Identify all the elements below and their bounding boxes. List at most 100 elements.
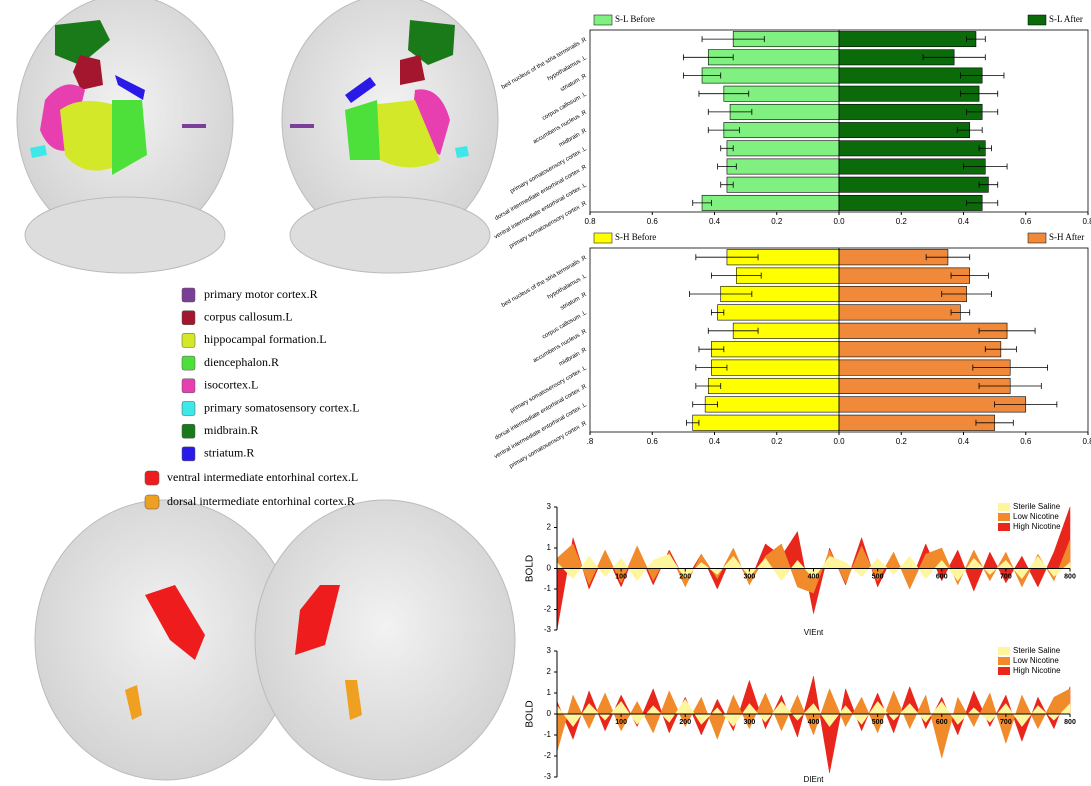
legend-swatch (998, 647, 1010, 655)
category-label: accumbens nucleus .R (532, 328, 588, 364)
x-tick-label: 0.6 (647, 217, 659, 226)
x-tick-label: 100 (615, 719, 627, 726)
legend-swatch (182, 402, 195, 416)
y-tick-label: -2 (544, 605, 552, 614)
x-tick-label: 0.0 (833, 437, 845, 446)
y-tick-label: 2 (547, 667, 552, 676)
x-tick-label: 400 (808, 719, 820, 726)
x-tick-label: 800 (1064, 719, 1076, 726)
x-tick-label: 0.4 (709, 437, 721, 446)
x-axis-label: DIEnt (803, 775, 824, 784)
x-tick-label: 100 (615, 573, 627, 580)
y-tick-label: -2 (544, 751, 552, 760)
bar (711, 360, 839, 375)
y-tick-label: 3 (547, 502, 552, 511)
x-tick-label: 700 (1000, 719, 1012, 726)
y-axis-label: BOLD (525, 555, 536, 582)
x-tick-label: 400 (808, 573, 820, 580)
brain-bottom-right (255, 500, 515, 780)
legend-label: diencephalon.R (204, 355, 279, 369)
x-axis-label: VIEnt (804, 628, 824, 637)
legend-label: Sterile Saline (1013, 646, 1061, 655)
legend-label: S-H Before (615, 232, 656, 242)
x-tick-label: 500 (872, 719, 884, 726)
category-label: accumbens nucleus .R (532, 109, 588, 145)
bar (727, 141, 839, 156)
x-tick-label: 300 (744, 573, 756, 580)
x-tick-label: 0.6 (647, 437, 659, 446)
legend-swatch (182, 311, 195, 325)
legend-swatch (594, 15, 612, 25)
legend-swatch (182, 424, 195, 438)
legend-swatch (145, 495, 159, 509)
x-tick-label: 0.6 (1020, 217, 1032, 226)
legend-swatch (145, 471, 159, 485)
bar (839, 86, 979, 101)
legend-swatch (998, 513, 1010, 521)
x-tick-label: 0.2 (771, 437, 783, 446)
bar (727, 159, 839, 174)
bar (708, 378, 839, 393)
legend-label: High Nicotine (1013, 522, 1061, 531)
legend-label: S-H After (1049, 232, 1084, 242)
legend-label: Low Nicotine (1013, 656, 1059, 665)
bar (693, 415, 839, 430)
legend-swatch (998, 657, 1010, 665)
category-label: striatum .R (560, 73, 589, 93)
legend-label: striatum.R (204, 446, 254, 460)
bar (839, 268, 970, 283)
legend-label: S-L After (1049, 14, 1083, 24)
legend-swatch (594, 233, 612, 243)
brain-top-left (17, 0, 233, 273)
x-tick-label: 0.2 (896, 217, 908, 226)
bar (839, 341, 1001, 356)
y-tick-label: 0 (547, 709, 552, 718)
legend-label: primary somatosensory cortex.L (204, 400, 360, 414)
x-tick-label: 600 (936, 573, 948, 580)
legend-label: Low Nicotine (1013, 512, 1059, 521)
category-label: midbrain .R (558, 347, 588, 368)
legend-label: midbrain.R (204, 423, 258, 437)
category-label: striatum .R (560, 292, 589, 312)
legend-label: dorsal intermediate entorhinal cortex.R (167, 494, 355, 508)
legend-swatch (182, 333, 195, 347)
bar (702, 195, 839, 210)
x-tick-label: 200 (679, 573, 691, 580)
x-tick-label: 0.4 (958, 437, 970, 446)
bar (839, 31, 976, 46)
y-tick-label: 1 (547, 543, 552, 552)
legend-label: S-L Before (615, 14, 655, 24)
x-tick-label: 0.8 (1082, 437, 1091, 446)
legend-swatch (182, 379, 195, 393)
legend-swatch (182, 356, 195, 370)
x-tick-label: .8 (587, 437, 594, 446)
bar (718, 305, 839, 320)
x-tick-label: 500 (872, 573, 884, 580)
legend-label: Sterile Saline (1013, 502, 1061, 511)
x-tick-label: 0.4 (958, 217, 970, 226)
x-tick-label: 800 (1064, 573, 1076, 580)
category-label: midbrain .R (558, 128, 588, 149)
bar (705, 397, 839, 412)
y-axis-label: BOLD (525, 700, 536, 727)
y-tick-label: 3 (547, 646, 552, 655)
figure: primary motor cortex.Rcorpus callosum.Lh… (0, 0, 1091, 786)
legend-label: isocortex.L (204, 378, 258, 392)
bar (839, 305, 960, 320)
legend-swatch (1028, 233, 1046, 243)
legend-swatch (182, 447, 195, 461)
bar (839, 195, 982, 210)
legend-label: High Nicotine (1013, 666, 1061, 675)
y-tick-label: -1 (544, 584, 552, 593)
bar (839, 122, 970, 137)
y-tick-label: 1 (547, 688, 552, 697)
bar (839, 104, 982, 119)
brain-top-right (282, 0, 498, 273)
legend-swatch (182, 288, 195, 302)
y-tick-label: -3 (544, 772, 552, 781)
x-tick-label: 200 (679, 719, 691, 726)
x-tick-label: 600 (936, 719, 948, 726)
x-tick-label: 0.8 (1082, 217, 1091, 226)
legend-swatch (1028, 15, 1046, 25)
legend-swatch (998, 503, 1010, 511)
